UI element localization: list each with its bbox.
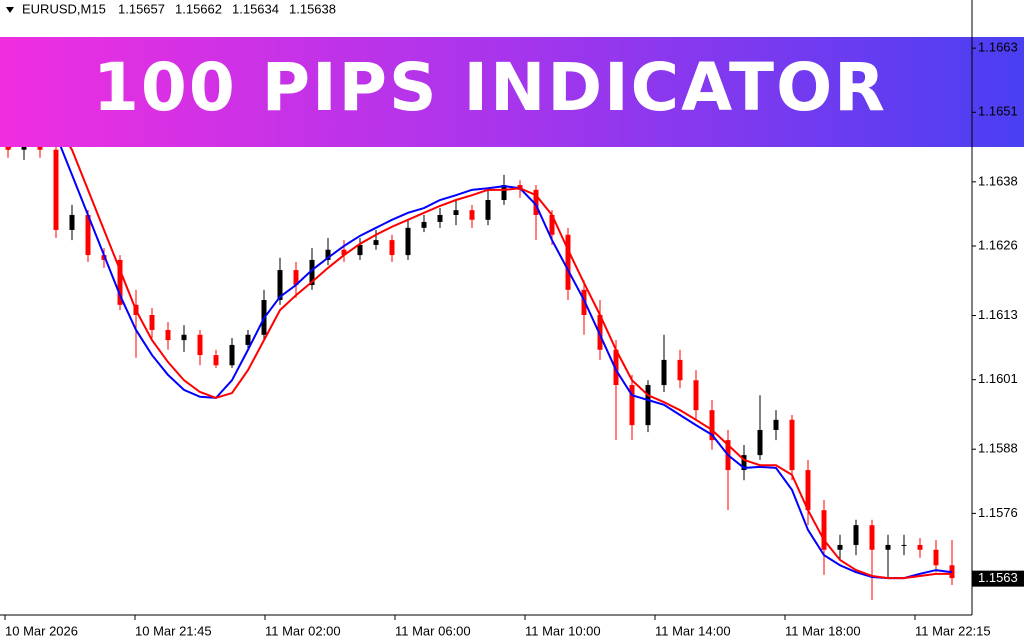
candle-body (757, 429, 763, 456)
candle-body (613, 349, 619, 386)
candle-body (485, 200, 491, 220)
candle-body (165, 329, 171, 341)
candle-body (629, 385, 635, 426)
candle-body (805, 470, 811, 511)
candle-body (917, 544, 923, 550)
candle-body (869, 525, 875, 550)
candle-body (437, 214, 443, 222)
candle-body (197, 334, 203, 356)
candle-body (501, 185, 507, 201)
candle-body (533, 189, 539, 215)
candle-body (293, 270, 299, 286)
ohlc-close: 1.15638 (289, 1, 336, 16)
candle-body (821, 510, 827, 550)
candle-body (853, 525, 859, 545)
moving-average (7, 117, 953, 580)
candle-body (245, 334, 251, 345)
candle-body (453, 210, 459, 215)
candle-body (117, 259, 123, 305)
candle-body (581, 289, 587, 315)
x-tick-label: 11 Mar 18:00 (785, 623, 861, 638)
symbol: EURUSD,M15 (22, 1, 106, 16)
candle-body (309, 259, 315, 286)
x-tick-label: 11 Mar 06:00 (395, 623, 471, 638)
candle-body (149, 314, 155, 330)
moving-average (7, 120, 952, 580)
candle-body (53, 149, 59, 230)
plot-area (5, 70, 955, 601)
y-tick-label: 1.1651 (978, 104, 1018, 119)
last-price-box (972, 570, 1024, 587)
candle-body (213, 355, 219, 366)
x-tick-label: 11 Mar 22:15 (915, 623, 991, 638)
banner-title: 100 PIPS INDICATOR (93, 49, 887, 126)
candle-body (645, 385, 651, 426)
candle-body (229, 344, 235, 366)
y-tick-label: 1.1601 (978, 371, 1018, 386)
candle-body (709, 410, 715, 441)
x-tick-label: 11 Mar 10:00 (525, 623, 601, 638)
menu-arrow[interactable] (6, 7, 14, 13)
candle-body (549, 214, 555, 235)
y-tick-label: 1.1663 (978, 40, 1018, 55)
candle-body (901, 544, 907, 546)
candle-body (661, 359, 667, 386)
x-tick-label: 11 Mar 02:00 (265, 623, 341, 638)
candle-body (789, 419, 795, 471)
candle-body (933, 549, 939, 566)
candle-body (389, 240, 395, 256)
ohlc-low: 1.15634 (232, 1, 279, 16)
candle-body (565, 234, 571, 290)
candle-body (341, 249, 347, 256)
candle-body (885, 544, 891, 550)
last-price-label: 1.1563 (978, 570, 1018, 585)
candle-body (405, 227, 411, 256)
candle-body (469, 210, 475, 220)
ohlc-open: 1.15657 (118, 1, 165, 16)
y-tick-label: 1.1638 (978, 173, 1018, 188)
candle-body (597, 314, 603, 350)
ohlc-high: 1.15662 (175, 1, 222, 16)
y-tick-label: 1.1576 (978, 505, 1018, 520)
candle-body (325, 249, 331, 260)
x-tick-label: 10 Mar 21:45 (135, 623, 212, 638)
candle-body (773, 419, 779, 430)
y-tick-label: 1.1626 (978, 237, 1018, 252)
x-tick-label: 10 Mar 2026 (5, 623, 78, 638)
y-tick-label: 1.1588 (978, 441, 1018, 456)
candle-body (693, 380, 699, 411)
banner (0, 37, 1024, 147)
candle-body (373, 240, 379, 245)
candle-body (421, 221, 427, 228)
y-tick-label: 1.1613 (978, 307, 1018, 322)
candle-body (69, 214, 75, 230)
candle-body (85, 214, 91, 256)
candle-body (181, 334, 187, 341)
candle-body (357, 244, 363, 256)
candle-body (741, 455, 747, 471)
candle-body (677, 359, 683, 381)
x-tick-label: 11 Mar 14:00 (655, 623, 731, 638)
candle-body (837, 544, 843, 550)
candle-body (277, 270, 283, 301)
